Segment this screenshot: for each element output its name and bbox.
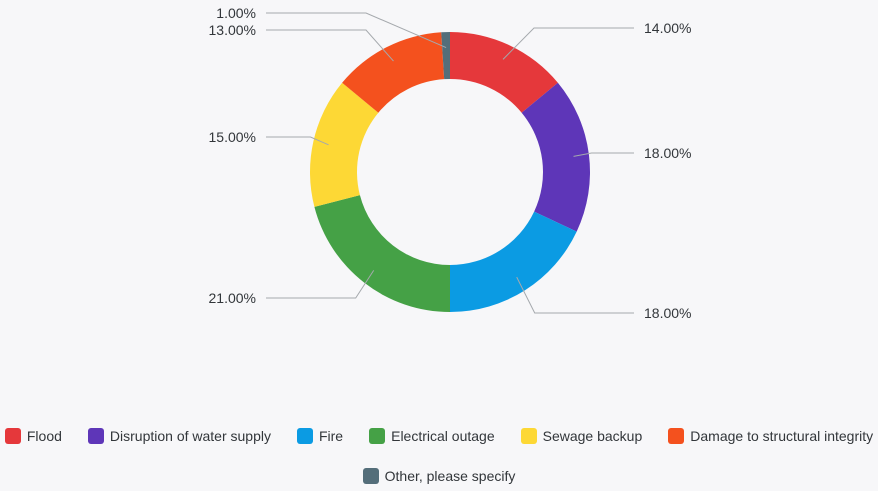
legend-label: Other, please specify (384, 468, 516, 484)
leader-line-disruption-of-water-supply (573, 152, 634, 157)
leader-line-flood (502, 27, 634, 60)
legend-swatch (296, 428, 313, 444)
legend-label: Damage to structural integrity (690, 428, 874, 444)
data-label-flood: 14.00% (644, 20, 691, 36)
legend-swatch (369, 428, 386, 444)
leader-line-sewage-backup (266, 136, 329, 146)
data-label-sewage-backup: 15.00% (209, 129, 256, 145)
legend-overflow-row: Other, please specify (0, 468, 878, 484)
legend-item-disruption-of-water-supply[interactable]: Disruption of water supply (87, 428, 271, 444)
legend-item-flood[interactable]: Flood (4, 428, 62, 444)
data-label-disruption-of-water-supply: 18.00% (644, 145, 691, 161)
data-label-leader-lines (266, 12, 634, 314)
legend-item-other-please-specify[interactable]: Other, please specify (362, 468, 516, 484)
leader-line-damage-to-structural-integrity (266, 29, 394, 62)
data-label-damage-to-structural-integrity: 13.00% (209, 22, 256, 38)
legend-swatch (87, 428, 104, 444)
slice-electrical-outage[interactable] (314, 195, 450, 312)
slice-other-please-specify[interactable] (441, 32, 450, 80)
slice-sewage-backup[interactable] (309, 82, 379, 207)
leader-line-fire (516, 276, 634, 314)
slice-flood[interactable] (450, 32, 558, 113)
slice-fire[interactable] (450, 211, 577, 312)
legend-item-electrical-outage[interactable]: Electrical outage (369, 428, 495, 444)
legend-label: Disruption of water supply (109, 428, 271, 444)
data-label-electrical-outage: 21.00% (209, 290, 256, 306)
legend-swatch (4, 428, 21, 444)
legend-label: Electrical outage (391, 428, 495, 444)
data-label-other-please-specify: 1.00% (216, 5, 256, 21)
legend-label: Sewage backup (542, 428, 643, 444)
legend-item-fire[interactable]: Fire (296, 428, 344, 444)
slice-damage-to-structural-integrity[interactable] (342, 32, 445, 113)
donut-slices (309, 32, 590, 312)
legend-item-damage-to-structural-integrity[interactable]: Damage to structural integrity (668, 428, 873, 444)
leader-line-other-please-specify (266, 12, 447, 49)
legend-label: Fire (318, 428, 344, 444)
legend-swatch (520, 428, 537, 444)
data-labels: 14.00% 18.00% 18.00% 21.00% 15.00% 13.00%1.00… (209, 5, 692, 321)
donut-chart: 14.00% 18.00% 18.00% 21.00% 15.00% 13.00%1.00… (209, 5, 692, 321)
legend: Flood Disruption of water supply Fire Elect… (0, 428, 878, 444)
legend-label: Flood (26, 428, 62, 444)
leader-line-electrical-outage (266, 270, 375, 299)
legend-item-sewage-backup[interactable]: Sewage backup (520, 428, 643, 444)
slice-disruption-of-water-supply[interactable] (521, 82, 590, 232)
data-label-fire: 18.00% (644, 305, 691, 321)
legend-swatch (668, 428, 685, 444)
legend-swatch (362, 468, 379, 484)
